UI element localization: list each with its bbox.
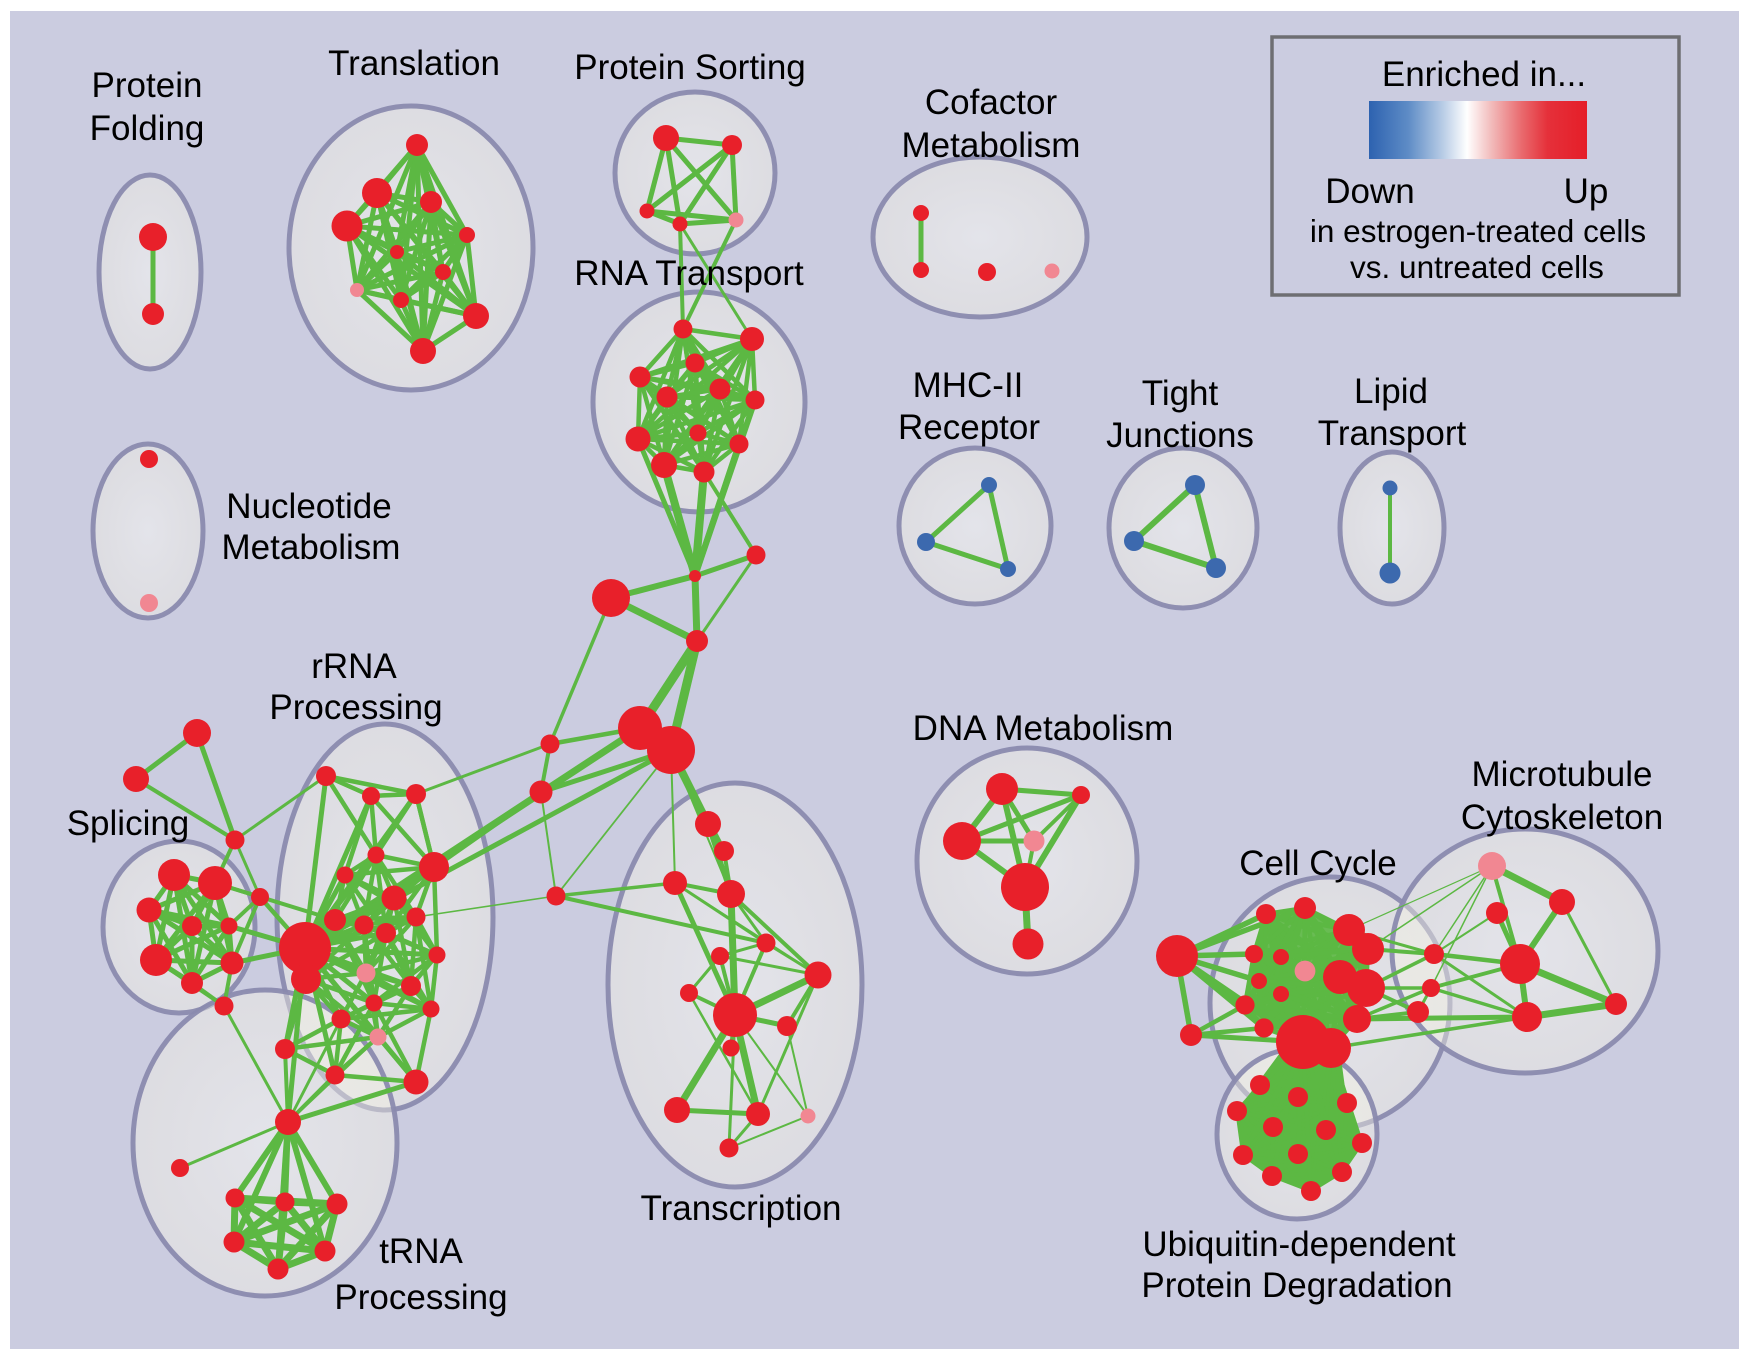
svg-text:RNA Transport: RNA Transport xyxy=(574,254,804,293)
svg-text:Microtubule: Microtubule xyxy=(1472,755,1653,794)
svg-text:Transport: Transport xyxy=(1318,414,1467,453)
svg-text:Cell Cycle: Cell Cycle xyxy=(1239,844,1397,883)
svg-text:Cytoskeleton: Cytoskeleton xyxy=(1461,798,1663,837)
svg-text:Nucleotide: Nucleotide xyxy=(226,487,391,526)
svg-text:Up: Up xyxy=(1564,172,1609,211)
svg-text:Transcription: Transcription xyxy=(641,1189,842,1228)
svg-text:in estrogen-treated cells: in estrogen-treated cells xyxy=(1310,213,1646,249)
svg-text:DNA Metabolism: DNA Metabolism xyxy=(913,709,1174,748)
svg-text:Ubiquitin-dependent: Ubiquitin-dependent xyxy=(1142,1225,1456,1264)
svg-text:Receptor: Receptor xyxy=(898,408,1040,447)
svg-text:rRNA: rRNA xyxy=(311,647,397,686)
svg-text:Metabolism: Metabolism xyxy=(902,126,1081,165)
svg-text:Down: Down xyxy=(1325,172,1414,211)
svg-text:Lipid: Lipid xyxy=(1354,372,1428,411)
svg-text:Metabolism: Metabolism xyxy=(222,528,401,567)
svg-text:Protein: Protein xyxy=(92,66,203,105)
svg-text:Processing: Processing xyxy=(269,688,442,727)
svg-text:Translation: Translation xyxy=(328,44,500,83)
svg-text:tRNA: tRNA xyxy=(379,1232,463,1271)
svg-text:Tight: Tight xyxy=(1142,374,1219,413)
svg-text:Folding: Folding xyxy=(90,109,205,148)
svg-text:Protein Degradation: Protein Degradation xyxy=(1141,1266,1452,1305)
svg-text:Cofactor: Cofactor xyxy=(925,83,1058,122)
svg-text:Processing: Processing xyxy=(334,1278,507,1317)
svg-text:vs. untreated cells: vs. untreated cells xyxy=(1350,249,1604,285)
svg-text:Junctions: Junctions xyxy=(1106,416,1254,455)
svg-text:Enriched in...: Enriched in... xyxy=(1382,55,1586,94)
svg-text:MHC-II: MHC-II xyxy=(913,366,1024,405)
svg-text:Splicing: Splicing xyxy=(67,804,190,843)
svg-text:Protein Sorting: Protein Sorting xyxy=(574,48,806,87)
